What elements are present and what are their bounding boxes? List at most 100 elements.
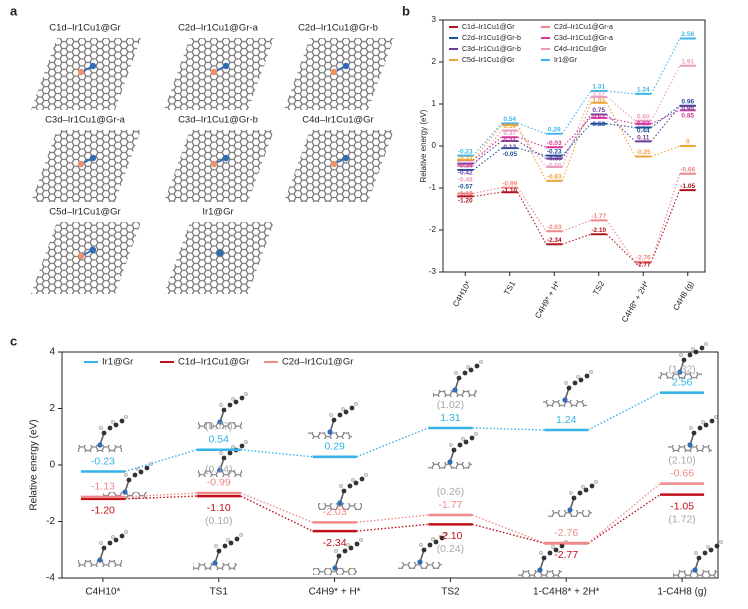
hydrogen-atom [243, 391, 249, 397]
connector [356, 523, 429, 532]
hydrogen-atom [238, 532, 244, 538]
carbon-atom [233, 399, 239, 405]
hydrogen-atom [353, 401, 359, 407]
data-label: -0.66 [670, 467, 694, 479]
legend-label: C1d–Ir1Cu1@Gr [178, 357, 249, 368]
slab [198, 422, 242, 429]
slab [433, 390, 477, 397]
hydrogen-atom [338, 483, 344, 489]
connector [650, 189, 681, 263]
data-label: 0.12 [503, 144, 516, 151]
y-axis-label: Relative energy (eV) [419, 109, 428, 182]
connector [562, 233, 591, 245]
carbon-atom [433, 539, 439, 545]
graphene-lattice [164, 38, 274, 110]
carbon-atom [457, 442, 463, 448]
data-label: -0.25 [636, 149, 651, 156]
metal-atom [692, 567, 698, 573]
barrier-label: (0.10) [205, 515, 232, 527]
connector [606, 114, 636, 142]
carbon-atom [227, 402, 233, 408]
connector [472, 136, 503, 161]
hydrogen-atom [538, 550, 544, 556]
connector [124, 492, 197, 498]
carbon-atom [463, 439, 469, 445]
cu-atom [330, 68, 338, 76]
hydrogen-atom [700, 419, 706, 425]
y-tick-label: 4 [49, 347, 55, 358]
cu-atom [330, 160, 338, 168]
connector [124, 495, 197, 500]
metal-atom [217, 419, 223, 425]
y-tick-label: -3 [429, 267, 437, 276]
x-tick-label: TS2 [591, 279, 606, 297]
carbon-atom [547, 550, 553, 556]
carbon-atom [354, 541, 360, 547]
data-label: 0.96 [681, 98, 694, 105]
connector [124, 449, 197, 473]
data-label: -1.13 [458, 190, 473, 197]
connector [650, 105, 681, 128]
metal-atom [212, 560, 218, 566]
data-label: -0.23 [547, 148, 562, 155]
carbon-atom [239, 395, 245, 401]
hydrogen-atom [123, 414, 129, 420]
slab [668, 445, 712, 452]
carbon-atom [113, 537, 119, 543]
carbon-atom [107, 425, 113, 431]
carbon-atom [222, 543, 228, 549]
legend-label: C2d–Ir1Cu1@Gr [282, 357, 353, 368]
cu-atom [77, 252, 85, 260]
data-label: -2.03 [323, 506, 347, 518]
ir-atom [342, 154, 350, 162]
connector [472, 124, 503, 161]
connector [517, 124, 547, 182]
graphene-lattice [284, 130, 394, 202]
data-label: 0.67 [592, 114, 605, 121]
plot-frame [61, 351, 719, 579]
carbon-atom [691, 430, 697, 436]
x-tick-label: TS1 [502, 279, 517, 297]
carbon-atom [113, 422, 119, 428]
data-label: -2.34 [323, 537, 347, 549]
data-label: -0.48 [458, 176, 473, 183]
slab [398, 562, 442, 569]
carbon-atom [421, 547, 427, 553]
connector [561, 117, 592, 148]
data-label: -2.76 [636, 255, 651, 262]
slab [318, 503, 362, 510]
carbon-atom [571, 495, 577, 501]
connector [606, 117, 636, 125]
carbon-atom [468, 367, 474, 373]
data-label: -2.76 [554, 527, 578, 539]
connector [517, 147, 547, 157]
data-label: -0.03 [547, 140, 562, 147]
hydrogen-atom [430, 536, 436, 542]
graphene-lattice [31, 222, 141, 294]
data-label: -2.77 [636, 262, 651, 269]
barrier-label: (0.77) [205, 421, 232, 433]
metal-atom [687, 442, 693, 448]
structure-label: C4d–Ir1Cu1@Gr [302, 115, 373, 126]
carbon-atom [343, 409, 349, 415]
legend-label: C4d–Ir1Cu1@Gr [554, 46, 607, 53]
slab [198, 470, 242, 477]
data-label: 0.54 [209, 434, 230, 446]
data-label: -0.34 [458, 162, 473, 169]
connector [472, 147, 503, 171]
data-label: -1.20 [91, 505, 115, 517]
data-label: -1.13 [91, 481, 115, 493]
carbon-atom [336, 553, 342, 559]
hydrogen-atom [448, 442, 454, 448]
data-label: -1.10 [207, 502, 231, 514]
connector [587, 494, 661, 544]
carbon-atom [709, 418, 715, 424]
carbon-atom [696, 555, 702, 561]
legend-label: C3d–Ir1Cu1@Gr-b [462, 46, 521, 53]
ir-atom [342, 62, 350, 70]
ir-atom [89, 62, 97, 70]
hydrogen-atom [593, 479, 599, 485]
carbon-atom [699, 345, 705, 351]
connector [356, 514, 429, 524]
